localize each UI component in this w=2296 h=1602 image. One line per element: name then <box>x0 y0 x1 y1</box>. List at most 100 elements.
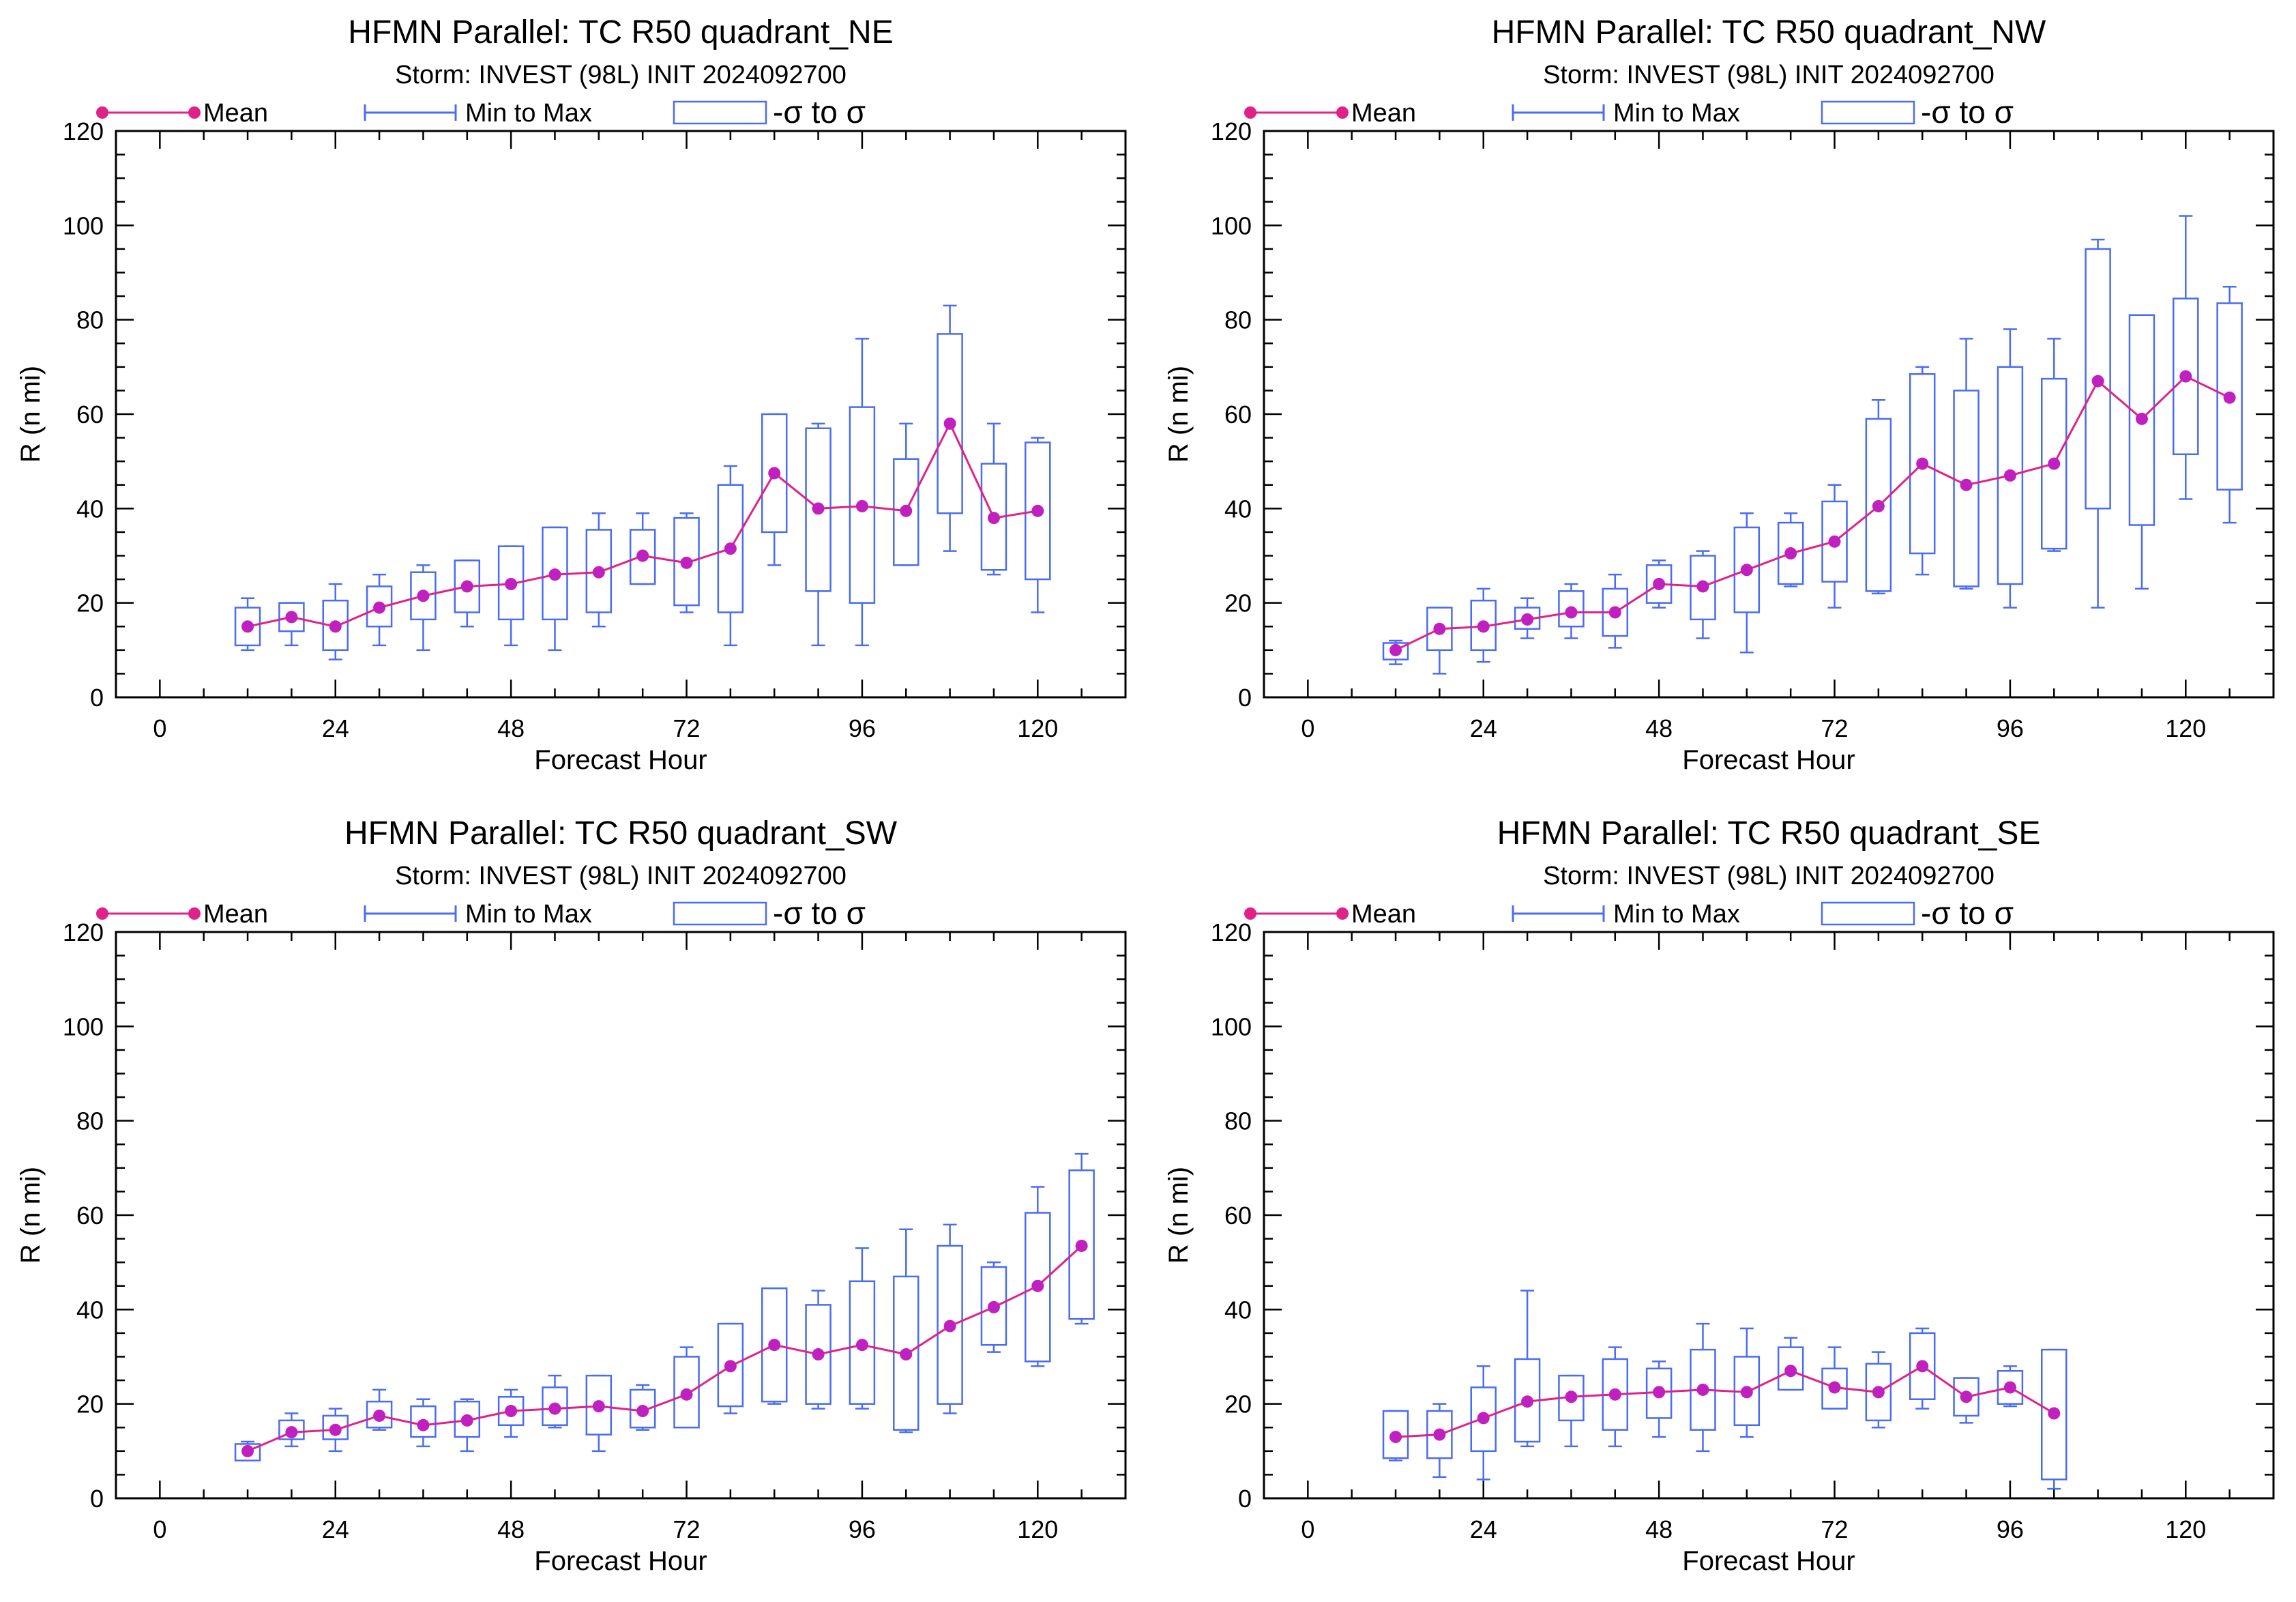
y-tick-label: 100 <box>1211 1013 1252 1040</box>
mean-point <box>1031 504 1044 517</box>
legend-mean-marker <box>188 106 201 119</box>
mean-point <box>592 1400 605 1413</box>
x-tick-label: 0 <box>1301 714 1314 742</box>
x-tick-label: 0 <box>153 1515 166 1543</box>
y-tick-label: 120 <box>63 117 104 145</box>
legend-range-label: Min to Max <box>465 900 592 929</box>
sigma-box <box>585 1374 613 1436</box>
y-tick-label: 40 <box>1224 1296 1252 1324</box>
chart-subtitle: Storm: INVEST (98L) INIT 2024092700 <box>1543 862 1995 890</box>
x-tick-label: 0 <box>153 714 166 742</box>
mean-line <box>1395 1365 2055 1438</box>
x-axis-label: Forecast Hour <box>534 745 707 775</box>
mean-point <box>373 1409 386 1422</box>
mean-point <box>2135 412 2148 425</box>
mean-point <box>1872 1386 1885 1399</box>
y-tick-label: 0 <box>1238 684 1252 712</box>
mean-point <box>1916 457 1929 470</box>
sigma-box <box>2041 377 2067 550</box>
chart-subtitle: Storm: INVEST (98L) INIT 2024092700 <box>395 862 847 890</box>
mean-point <box>2223 391 2236 404</box>
chart-panel: HFMN Parallel: TC R50 quadrant_SE Storm: … <box>1164 815 2275 1576</box>
y-tick-label: 100 <box>1211 212 1252 239</box>
y-tick-label: 40 <box>76 495 104 523</box>
mean-point <box>1696 580 1709 593</box>
legend: Mean Min to Max -σ to σ <box>1244 94 2014 130</box>
mean-point <box>1740 1386 1753 1399</box>
legend-mean-marker <box>1244 907 1256 920</box>
mean-point <box>1608 1388 1621 1401</box>
x-tick-label: 72 <box>673 714 700 742</box>
plot-frame <box>1263 931 2275 1500</box>
x-tick-label: 96 <box>1997 714 2024 742</box>
y-tick-label: 80 <box>1224 1107 1252 1135</box>
mean-point <box>768 467 781 480</box>
x-axis-label: Forecast Hour <box>534 1546 707 1576</box>
mean-point <box>680 1388 693 1401</box>
x-tick-label: 0 <box>1301 1515 1314 1543</box>
mean-point <box>329 1423 342 1436</box>
y-tick-label: 120 <box>1211 117 1252 145</box>
sigma-box <box>410 571 437 621</box>
mean-point <box>768 1339 781 1352</box>
mean-point <box>1521 1395 1534 1408</box>
mean-point <box>1389 1431 1402 1444</box>
mean-point <box>2179 370 2192 383</box>
y-tick-label: 120 <box>63 918 104 946</box>
mean-point <box>1433 622 1446 635</box>
chart-panel: HFMN Parallel: TC R50 quadrant_NE Storm: … <box>16 14 1127 775</box>
y-tick-label: 60 <box>1224 1202 1252 1229</box>
mean-point <box>460 580 473 593</box>
mean-point <box>1477 1412 1490 1425</box>
mean-point <box>855 499 868 512</box>
x-axis-label: Forecast Hour <box>1682 745 1855 775</box>
chart-panel: HFMN Parallel: TC R50 quadrant_SW Storm: … <box>16 815 1127 1576</box>
x-tick-label: 96 <box>849 1515 876 1543</box>
x-tick-label: 120 <box>1017 714 1058 742</box>
legend-mean-label: Mean <box>203 99 268 128</box>
legend-mean-label: Mean <box>1351 99 1416 128</box>
legend-sigma-label: -σ to σ <box>1921 94 2014 130</box>
y-tick-label: 20 <box>1224 1390 1252 1418</box>
mean-point <box>855 1339 868 1352</box>
mean-point <box>1565 1390 1578 1403</box>
mean-point <box>636 1405 649 1418</box>
mean-point <box>1075 1239 1088 1252</box>
mean-point <box>2091 375 2104 388</box>
mean-point <box>1521 613 1534 626</box>
chart-title: HFMN Parallel: TC R50 quadrant_NE <box>348 14 893 50</box>
mean-point <box>1477 620 1490 633</box>
mean-point <box>1653 578 1666 590</box>
mean-point <box>2048 457 2061 470</box>
mean-point <box>680 556 693 569</box>
y-tick-label: 60 <box>1224 400 1252 428</box>
legend: Mean Min to Max -σ to σ <box>96 895 866 931</box>
mean-point <box>900 504 913 517</box>
x-tick-label: 72 <box>1821 714 1848 742</box>
mean-point <box>417 1418 430 1431</box>
x-tick-label: 96 <box>849 714 876 742</box>
y-tick-label: 20 <box>76 589 104 617</box>
mean-point <box>987 1300 1000 1313</box>
y-axis-label: R (n mi) <box>16 366 46 463</box>
sigma-box <box>1025 1212 1051 1363</box>
mean-point <box>900 1348 913 1361</box>
mean-point <box>285 1426 298 1439</box>
mean-point <box>1960 1390 1973 1403</box>
x-tick-label: 24 <box>1470 714 1497 742</box>
x-tick-label: 48 <box>1645 1515 1673 1543</box>
y-tick-label: 40 <box>76 1296 104 1324</box>
mean-point <box>943 1320 956 1332</box>
legend: Mean Min to Max -σ to σ <box>1244 895 2014 931</box>
x-tick-label: 96 <box>1997 1515 2024 1543</box>
mean-point <box>943 417 956 430</box>
plot-frame <box>115 931 1127 1500</box>
legend-mean-marker <box>1336 106 1349 119</box>
x-tick-label: 120 <box>2165 1515 2206 1543</box>
legend-sigma-box <box>1821 901 1915 926</box>
mean-line <box>1395 375 2231 652</box>
legend-mean-marker <box>188 907 201 920</box>
mean-point <box>636 549 649 562</box>
y-tick-label: 0 <box>1238 1485 1252 1513</box>
legend-mean-marker <box>96 907 108 920</box>
